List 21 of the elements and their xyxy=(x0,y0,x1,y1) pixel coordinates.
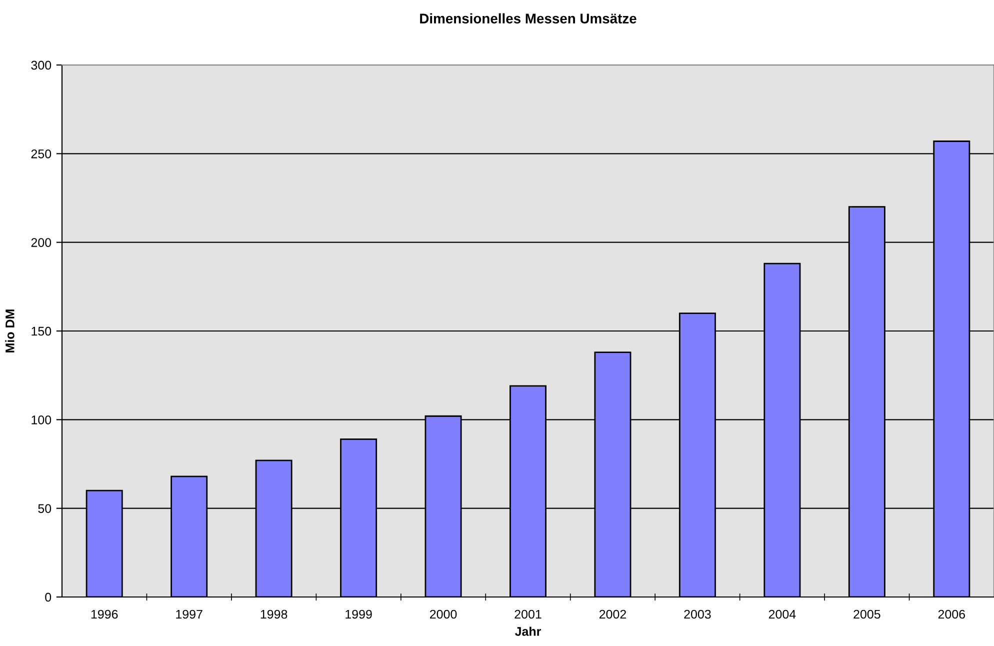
y-tick-label: 200 xyxy=(31,238,52,247)
y-tick-label: 250 xyxy=(31,149,52,158)
y-tick-label: 100 xyxy=(32,415,52,424)
x-axis-title: Jahr xyxy=(514,626,542,636)
y-tick-label: 50 xyxy=(38,504,52,513)
x-tick-label: 2006 xyxy=(938,610,965,619)
y-tick-label: 150 xyxy=(32,326,52,336)
x-tick-label: 2001 xyxy=(514,610,542,619)
y-tick-label: 0 xyxy=(45,592,52,602)
x-tick-label: 2004 xyxy=(768,610,796,619)
chart-title: Dimensionelles Messen Umsätze xyxy=(420,13,636,24)
x-tick-label: 2003 xyxy=(684,610,711,619)
x-tick-label: 2000 xyxy=(430,610,457,619)
x-tick-label: 2002 xyxy=(599,610,626,619)
x-tick-label: 2005 xyxy=(854,610,880,619)
y-axis-title: Mio DM xyxy=(5,310,14,352)
x-tick-label: 1997 xyxy=(176,610,202,619)
y-tick-label: 300 xyxy=(31,60,52,70)
x-tick-label: 1996 xyxy=(91,610,118,619)
x-tick-label: 1999 xyxy=(346,610,372,619)
x-tick-label: 1998 xyxy=(260,610,288,619)
